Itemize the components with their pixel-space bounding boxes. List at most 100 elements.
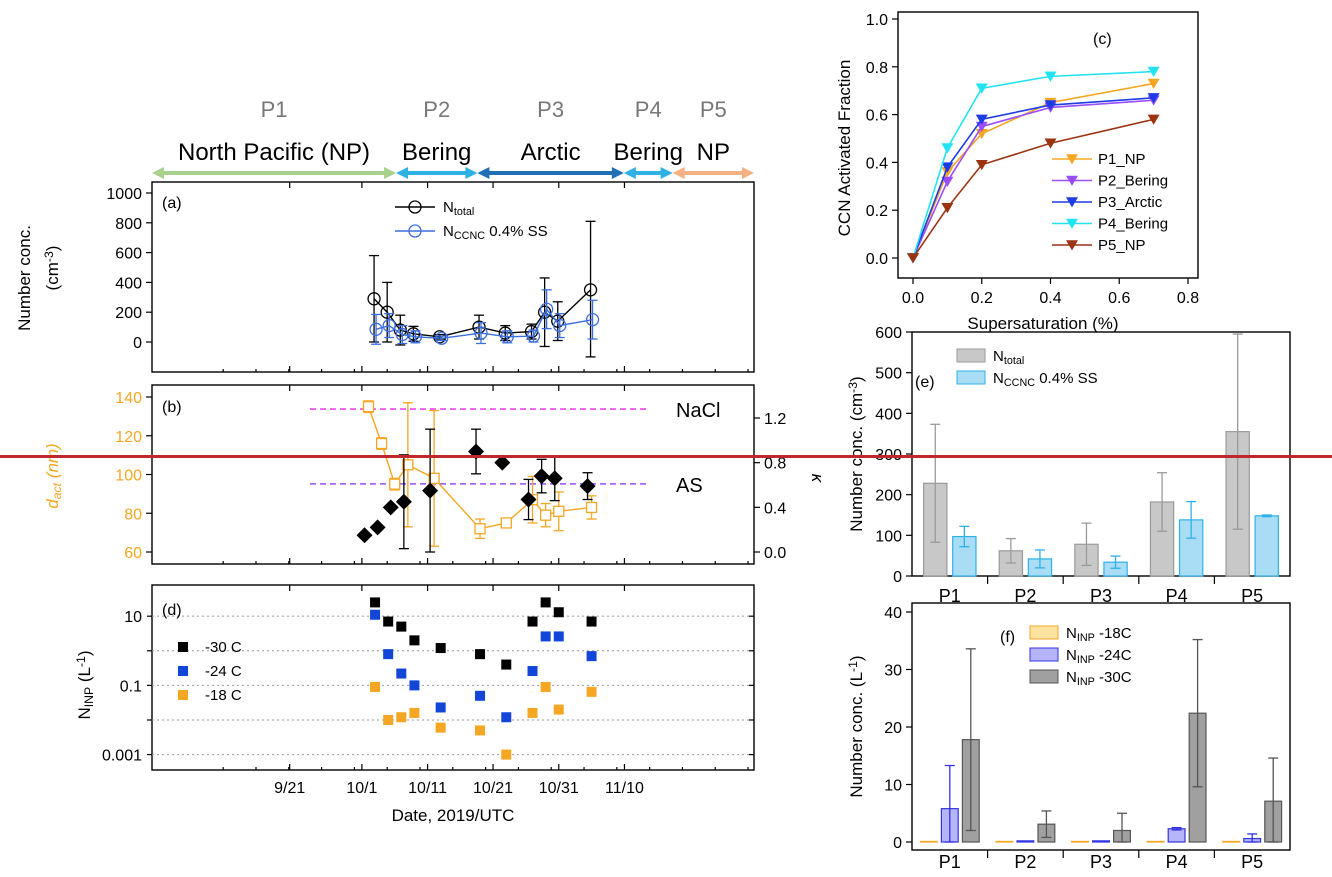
data-point <box>583 283 598 297</box>
label-part: -3 <box>42 251 56 262</box>
data-point <box>409 635 420 646</box>
panel-a-number-concentration: 0 200 400 600 800 1000 Number conc. (cm-3) (a) Nt… <box>15 181 755 373</box>
data-point <box>540 631 551 642</box>
data-point <box>1147 78 1160 89</box>
legend-swatch <box>1029 669 1059 684</box>
panel-label: (d) <box>162 602 182 619</box>
plot-frame <box>897 11 1199 279</box>
data-point <box>501 659 512 670</box>
data-point <box>975 114 988 125</box>
data-point <box>474 523 486 535</box>
data-point <box>435 643 446 654</box>
region-label: Arctic <box>521 139 581 166</box>
x-tick-label: 0.4 <box>1039 290 1061 307</box>
y-tick-label: 0.0 <box>866 251 888 268</box>
legend-marker <box>1066 218 1078 229</box>
region-label: NP <box>697 139 730 166</box>
legend-marker <box>1066 154 1078 165</box>
legend-marker <box>1066 240 1078 251</box>
data-point <box>537 305 552 319</box>
region-label: Bering <box>614 139 683 166</box>
x-tick-label: 9/21 <box>274 780 305 797</box>
data-point <box>586 686 597 697</box>
data-point <box>941 143 954 154</box>
legend-entry: NINP -18C <box>1066 625 1132 644</box>
data-point <box>585 501 598 514</box>
data-point <box>500 517 512 529</box>
data-point <box>409 680 420 691</box>
legend-entry: P2_Bering <box>1098 173 1168 190</box>
data-point <box>370 609 381 620</box>
data-point <box>540 681 551 692</box>
x-tick-label: 0.8 <box>1177 290 1199 307</box>
panel-d-inp-time-series: 9/21 10/1 10/11 10/21 10/31 11/10 Date, 2019/U… <box>74 584 755 825</box>
y-tick-label: 0.1 <box>120 678 142 695</box>
x-tick-label: 0.0 <box>902 290 924 307</box>
label-part: INP <box>1077 676 1095 688</box>
y-tick-label: 800 <box>115 216 142 233</box>
data-point <box>406 327 421 341</box>
data-point <box>941 176 954 187</box>
legend-entry: P4_Bering <box>1098 216 1168 233</box>
legend-entry: -24 C <box>205 663 242 680</box>
y-tick-label: 400 <box>115 275 142 292</box>
y-axis-label: dact (nm) <box>43 443 64 508</box>
data-point <box>1044 71 1057 82</box>
data-point <box>356 527 373 544</box>
category-label: P5 <box>1241 852 1263 872</box>
y-tick-label: 200 <box>875 488 902 505</box>
label-part: INP <box>82 687 96 707</box>
label-part: INP <box>1077 654 1095 666</box>
plot-frame <box>151 384 755 565</box>
legend-entry: P3_Arctic <box>1098 194 1163 211</box>
legend-marker <box>178 666 188 676</box>
data-point <box>409 707 420 718</box>
x-tick-label: 0.2 <box>971 290 993 307</box>
legend-swatch <box>956 348 986 363</box>
period-arrowhead <box>623 167 636 179</box>
y-tick-label: 1.0 <box>866 12 888 29</box>
data-point <box>433 330 447 344</box>
y-tick-label: 0.2 <box>866 203 888 220</box>
label-part: (L <box>75 667 94 687</box>
data-point <box>494 454 511 471</box>
y-tick-label: 0.001 <box>102 748 142 765</box>
period-label: P5 <box>700 97 727 122</box>
y-tick-label: 0 <box>893 835 902 852</box>
label-part: N <box>993 348 1004 365</box>
data-point <box>380 305 394 319</box>
label-part: -30C <box>1095 669 1132 686</box>
y-axis-label: Number conc. (L-1) <box>846 655 866 797</box>
category-label: P3 <box>1090 852 1112 872</box>
panel-b-activation-diameter-kappa: 60 80 100 120 140 0.0 0.4 0.8 1.2 dact (nm) κ (b) Na… <box>43 384 827 565</box>
bar <box>919 840 938 843</box>
data-point <box>367 292 381 306</box>
period-arrowhead <box>477 167 490 179</box>
label-part: -1 <box>74 656 88 667</box>
legend-marker <box>1066 175 1078 186</box>
panel-label: (f) <box>1000 629 1015 646</box>
data-point <box>975 159 988 171</box>
data-point <box>539 509 552 521</box>
data-point <box>475 690 486 701</box>
legend-entry: -30 C <box>205 639 242 656</box>
category-label: P4 <box>1166 586 1188 606</box>
legend-entry: P1_NP <box>1098 151 1146 168</box>
data-point <box>369 322 383 336</box>
category-label: P4 <box>1166 852 1188 872</box>
y-tick-label: 0 <box>133 335 142 352</box>
label-part: N <box>1066 647 1077 664</box>
y-tick-label: 600 <box>115 246 142 263</box>
y-tick-label: 20 <box>884 720 902 737</box>
y-tick-label: 40 <box>884 605 902 622</box>
bar <box>1222 840 1241 843</box>
label-part: CCNC <box>1004 377 1035 389</box>
category-label: P1 <box>939 586 961 606</box>
legend-marker <box>178 642 188 652</box>
y-axis-label: Number conc. (cm-3) <box>846 376 866 531</box>
data-point <box>553 318 567 333</box>
label-part: d <box>43 499 62 509</box>
panel-label: (a) <box>162 195 182 212</box>
data-point <box>586 651 597 662</box>
